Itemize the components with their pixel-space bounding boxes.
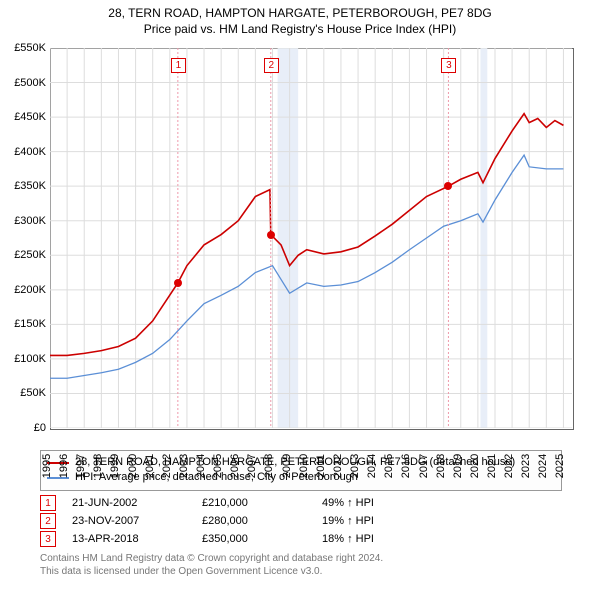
x-tick-label: 2008 <box>263 451 275 481</box>
sale-marker-dot <box>267 231 275 239</box>
sale-num-box: 1 <box>40 495 56 511</box>
y-tick-label: £350K <box>2 180 46 192</box>
x-tick-label: 2011 <box>315 451 327 481</box>
sale-marker-dot <box>174 279 182 287</box>
sale-price: £210,000 <box>202 497 322 509</box>
x-tick-label: 2012 <box>332 451 344 481</box>
plot-svg <box>50 48 572 428</box>
x-tick-label: 2025 <box>554 451 566 481</box>
footer-line-2: This data is licensed under the Open Gov… <box>40 565 383 578</box>
sale-date: 21-JUN-2002 <box>72 497 202 509</box>
sale-pct: 49% ↑ HPI <box>322 497 442 509</box>
x-tick-label: 2013 <box>349 451 361 481</box>
x-tick-label: 1999 <box>109 451 121 481</box>
sale-row: 1 21-JUN-2002£210,00049% ↑ HPI <box>40 494 442 512</box>
sale-marker-dot <box>444 182 452 190</box>
x-tick-label: 2020 <box>469 451 481 481</box>
sale-price: £350,000 <box>202 533 322 545</box>
x-tick-label: 2002 <box>161 451 173 481</box>
sales-table: 1 21-JUN-2002£210,00049% ↑ HPI 2 23-NOV-200… <box>40 494 442 548</box>
x-tick-label: 2022 <box>503 451 515 481</box>
y-tick-label: £50K <box>2 387 46 399</box>
x-tick-label: 2024 <box>537 451 549 481</box>
x-tick-label: 2003 <box>178 451 190 481</box>
y-tick-label: £100K <box>2 353 46 365</box>
sale-num-box: 2 <box>40 513 56 529</box>
sale-price: £280,000 <box>202 515 322 527</box>
sale-marker-box: 2 <box>264 58 279 73</box>
x-tick-label: 2007 <box>246 451 258 481</box>
x-tick-label: 1995 <box>41 451 53 481</box>
x-tick-label: 2016 <box>400 451 412 481</box>
y-tick-label: £450K <box>2 111 46 123</box>
sale-num-box: 3 <box>40 531 56 547</box>
y-tick-label: £550K <box>2 42 46 54</box>
x-tick-label: 2017 <box>418 451 430 481</box>
footer-line-1: Contains HM Land Registry data © Crown c… <box>40 552 383 565</box>
x-tick-label: 2014 <box>366 451 378 481</box>
sale-row: 2 23-NOV-2007£280,00019% ↑ HPI <box>40 512 442 530</box>
y-tick-label: £300K <box>2 215 46 227</box>
sale-pct: 19% ↑ HPI <box>322 515 442 527</box>
footer: Contains HM Land Registry data © Crown c… <box>40 552 383 578</box>
container: 28, TERN ROAD, HAMPTON HARGATE, PETERBOR… <box>0 0 600 590</box>
chart-area: 1 2 3 <box>50 48 572 428</box>
x-tick-label: 2006 <box>229 451 241 481</box>
y-tick-label: £500K <box>2 77 46 89</box>
sale-date: 13-APR-2018 <box>72 533 202 545</box>
x-tick-label: 2009 <box>281 451 293 481</box>
x-tick-label: 2004 <box>195 451 207 481</box>
x-tick-label: 2005 <box>212 451 224 481</box>
x-tick-label: 2019 <box>452 451 464 481</box>
x-tick-label: 1996 <box>58 451 70 481</box>
sale-pct: 18% ↑ HPI <box>322 533 442 545</box>
y-tick-label: £250K <box>2 249 46 261</box>
x-tick-label: 2010 <box>298 451 310 481</box>
y-tick-label: £0 <box>2 422 46 434</box>
x-tick-label: 2001 <box>144 451 156 481</box>
sale-marker-box: 3 <box>441 58 456 73</box>
x-tick-label: 2000 <box>127 451 139 481</box>
y-tick-label: £150K <box>2 318 46 330</box>
title-line-1: 28, TERN ROAD, HAMPTON HARGATE, PETERBOR… <box>0 6 600 22</box>
x-tick-label: 2018 <box>435 451 447 481</box>
sale-row: 3 13-APR-2018£350,00018% ↑ HPI <box>40 530 442 548</box>
title-line-2: Price paid vs. HM Land Registry's House … <box>0 22 600 38</box>
x-tick-label: 1997 <box>75 451 87 481</box>
x-tick-label: 2023 <box>520 451 532 481</box>
chart-title: 28, TERN ROAD, HAMPTON HARGATE, PETERBOR… <box>0 0 600 37</box>
sale-marker-box: 1 <box>171 58 186 73</box>
x-tick-label: 2015 <box>383 451 395 481</box>
sale-date: 23-NOV-2007 <box>72 515 202 527</box>
legend-label-1: 28, TERN ROAD, HAMPTON HARGATE, PETERBOR… <box>75 455 515 470</box>
y-tick-label: £200K <box>2 284 46 296</box>
x-tick-label: 2021 <box>486 451 498 481</box>
x-tick-label: 1998 <box>92 451 104 481</box>
y-tick-label: £400K <box>2 146 46 158</box>
